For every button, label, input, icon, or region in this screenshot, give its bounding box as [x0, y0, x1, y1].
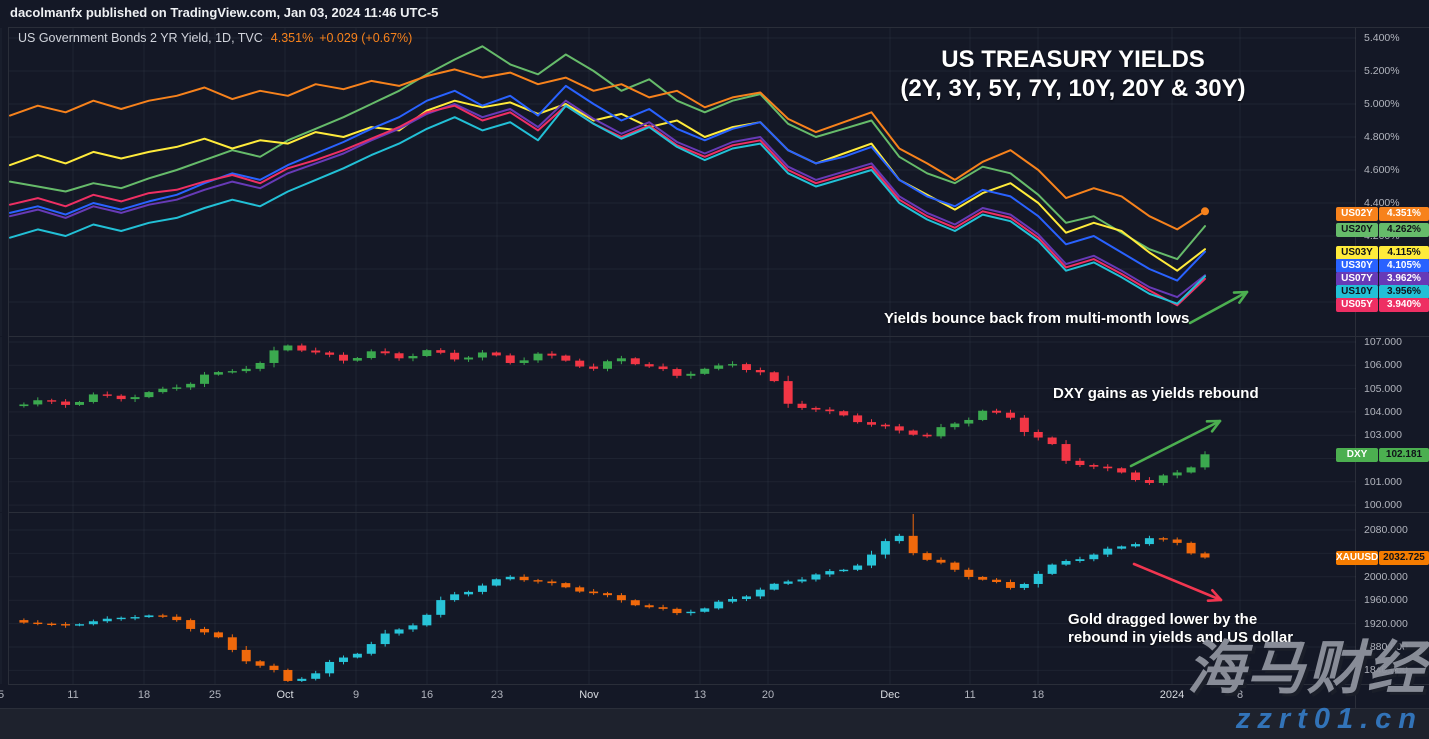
time-axis-label: 11: [67, 689, 79, 701]
chip-value: 3.940%: [1379, 298, 1429, 312]
time-axis-label: 11: [964, 689, 976, 701]
yield-line-us07y: [9, 99, 1206, 299]
yields-line-chart-panel[interactable]: [0, 28, 1356, 336]
chip-value: 3.956%: [1379, 285, 1429, 299]
price-axis-label: 4.600%: [1364, 164, 1400, 176]
time-axis-label: 8: [1236, 689, 1244, 701]
price-axis-label: 104.000: [1364, 405, 1402, 418]
dxy-candlestick-panel[interactable]: [0, 337, 1356, 512]
price-axis-label: 1960.000: [1364, 594, 1408, 607]
price-axis-label: 2000.000: [1364, 570, 1408, 583]
time-scale-divider: [8, 684, 1429, 685]
time-axis-label: 16: [420, 689, 434, 701]
yield-line-us02y: [9, 68, 1206, 231]
time-axis-label: 25: [208, 689, 222, 701]
price-axis-label: 1920.000: [1364, 617, 1408, 630]
price-axis-label: 5.400%: [1364, 32, 1400, 44]
watermark-url: zzrt01.cn: [1235, 703, 1423, 735]
price-axis-label: 4.800%: [1364, 131, 1400, 143]
annotation-treasury-title: US TREASURY YIELDS (2Y, 3Y, 5Y, 7Y, 10Y,…: [900, 46, 1246, 102]
price-axis-label: 103.000: [1364, 429, 1402, 442]
legend-last-price: 4.351%: [270, 31, 314, 45]
annotation-dxy-note: DXY gains as yields rebound: [1053, 385, 1259, 402]
time-axis-label: 18: [137, 689, 151, 701]
price-axis-label: 4.200%: [1364, 230, 1400, 242]
gold-candlestick-panel[interactable]: [0, 513, 1356, 684]
price-axis-label: 101.000: [1364, 475, 1402, 488]
price-axis-label: 2080.000: [1364, 524, 1408, 536]
price-axis-label: 106.000: [1364, 359, 1402, 372]
time-axis-label: 20: [761, 689, 775, 701]
time-axis-label: Oct: [276, 689, 294, 701]
legend-symbol-title[interactable]: US Government Bonds 2 YR Yield, 1D, TVC: [18, 31, 263, 45]
header-divider: [8, 27, 1429, 28]
time-axis-label: 2024: [1159, 689, 1185, 701]
panel-divider-2: [8, 512, 1429, 513]
published-byline: dacolmanfx published on TradingView.com,…: [10, 5, 439, 20]
time-scale[interactable]: 5 11 18 25 Oct 9 16 23 Nov 13 20 Dec 11 18 2024 8: [0, 684, 1356, 708]
yield-line-us03y: [9, 99, 1206, 272]
price-axis-label: 4.400%: [1364, 197, 1400, 209]
time-axis-label: 9: [352, 689, 360, 701]
watermark-cn: 海马财经: [1186, 636, 1427, 701]
annotation-gold-note: Gold dragged lower by the rebound in yie…: [1068, 611, 1294, 646]
chart-left-border: [8, 27, 9, 684]
time-axis-label: 18: [1031, 689, 1045, 701]
yield-line-us10y: [9, 104, 1206, 305]
price-axis-label: 107.000: [1364, 336, 1402, 348]
price-axis-label: 105.000: [1364, 382, 1402, 395]
annotation-yields-note: Yields bounce back from multi-month lows: [884, 310, 1190, 327]
yield-line-us30y: [9, 84, 1206, 282]
panel-divider-1: [8, 336, 1429, 337]
footer-bar: TradingView: [0, 708, 1429, 739]
chip-value: 4.115%: [1379, 246, 1429, 260]
price-axis-label: 100.000: [1364, 499, 1402, 512]
chip-value: 4.351%: [1379, 207, 1429, 221]
chip-value: 4.262%: [1379, 223, 1429, 237]
time-axis-label: Nov: [579, 689, 599, 701]
chip-value: 4.105%: [1379, 259, 1429, 273]
yield-line-us20y: [9, 45, 1206, 261]
price-scale-divider: [1355, 27, 1356, 708]
symbol-legend[interactable]: US Government Bonds 2 YR Yield, 1D, TVC 4…: [18, 31, 412, 45]
time-axis-label: 13: [693, 689, 707, 701]
price-axis-label: 5.000%: [1364, 98, 1400, 110]
legend-change: +0.029 (+0.67%): [319, 31, 413, 45]
time-axis-label: Dec: [880, 689, 900, 701]
chip-value: 2032.725: [1379, 551, 1429, 565]
time-axis-label: 23: [490, 689, 504, 701]
price-axis-label: 5.200%: [1364, 65, 1400, 77]
chip-value: 3.962%: [1379, 272, 1429, 286]
chip-value: 102.181: [1379, 448, 1429, 462]
yield-line-us05y: [9, 104, 1206, 307]
time-axis-label: 5: [0, 689, 5, 701]
last-price-dot: [1201, 207, 1209, 216]
